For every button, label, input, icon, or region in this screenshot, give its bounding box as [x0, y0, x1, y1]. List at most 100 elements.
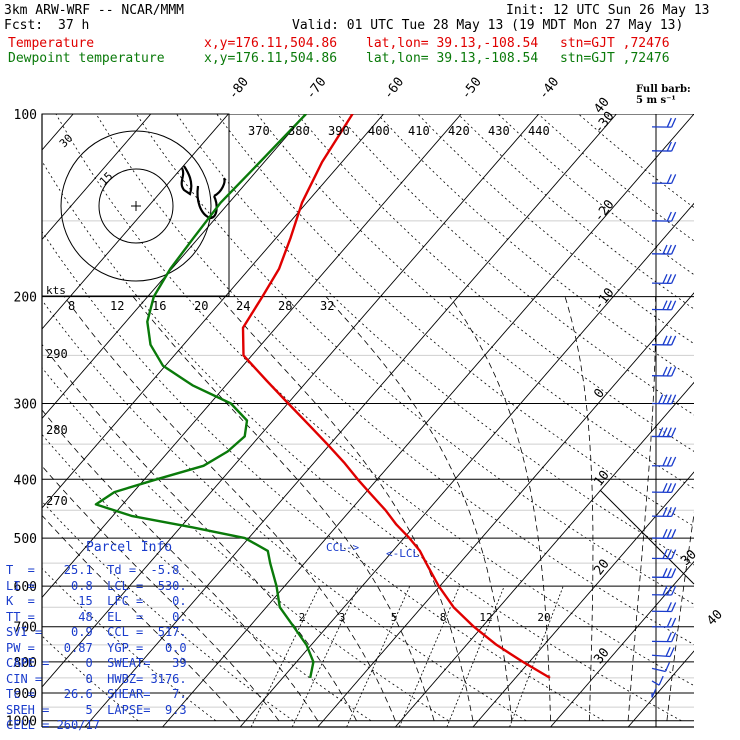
- mixing-ratio-label: 12: [479, 611, 492, 624]
- isotherm-label: 0: [591, 386, 608, 401]
- parcel-info-row: T = 25.1 Td = -5.8: [6, 563, 180, 577]
- pressure-tick-label: 500: [14, 532, 37, 547]
- moist-adiabat: [42, 343, 357, 721]
- moist-adiabat: [218, 296, 474, 721]
- isotherm-label: -10: [591, 285, 617, 313]
- mixing-ratio-line: [398, 585, 460, 727]
- isotherm-label: 40: [704, 607, 726, 629]
- wind-barb: [651, 528, 677, 539]
- wind-barb: [651, 646, 675, 658]
- full-barb-units: 5 m s⁻¹: [636, 95, 676, 106]
- hodograph-units: kts: [46, 284, 66, 297]
- forecast-hours: 37 h: [58, 18, 90, 33]
- skew-boundary: [599, 489, 695, 585]
- isotherm-label: -40: [536, 75, 562, 103]
- isotherm-line: [84, 114, 617, 727]
- wind-barb: [651, 335, 677, 346]
- moist-adiabat: [42, 514, 241, 721]
- sounding-profiles: [94, 114, 551, 679]
- isotherm-label: 10: [591, 468, 612, 490]
- dewpoint-latlon: lat,lon= 39.13,-108.54: [366, 51, 539, 66]
- hodograph-ring-label: 30: [57, 132, 76, 151]
- moist-adiabat: [42, 409, 319, 721]
- wind-barb: [651, 366, 677, 377]
- isotherm-line: [627, 650, 694, 727]
- mixing-ratio-line: [446, 585, 505, 727]
- hodograph-speed-label: 20: [194, 299, 208, 313]
- moist-adiabat: [325, 296, 513, 721]
- dry-adiabat: [296, 114, 694, 452]
- hodograph-speed-label: 8: [68, 299, 75, 313]
- theta-label: 430: [488, 124, 510, 138]
- valid-time: Valid: 01 UTC Tue 28 May 13 (19 MDT Mon …: [292, 18, 684, 33]
- isotherm-label: 30: [591, 645, 612, 667]
- pressure-tick-label: 300: [14, 397, 37, 412]
- wind-barb: [651, 211, 677, 222]
- hodograph-trace: [180, 165, 226, 220]
- isotherm-line: [42, 114, 462, 599]
- pressure-tick-label: 800: [14, 656, 37, 671]
- temperature-station: stn=GJT ,72476: [560, 36, 670, 51]
- theta-label: 390: [328, 124, 350, 138]
- wind-barb: [651, 300, 677, 311]
- wind-barb: [651, 427, 677, 438]
- parcel-info-row: PW = 0.87 YGP = 0.0: [6, 640, 187, 655]
- init-time: Init: 12 UTC Sun 26 May 13: [506, 3, 710, 18]
- hodograph-speed-label: 32: [320, 299, 334, 313]
- mixing-ratio-line: [509, 585, 564, 727]
- wind-barb: [651, 506, 677, 518]
- full-barb-label: Full barb:: [636, 84, 691, 95]
- wind-barb: [651, 568, 677, 579]
- theta-label: 380: [288, 124, 310, 138]
- isotherm-line: [162, 114, 694, 727]
- isotherm-line: [706, 114, 740, 727]
- isotherm-label: -70: [303, 75, 329, 103]
- dewpoint-profile: [94, 114, 315, 679]
- ccl-label: CCL->: [326, 541, 359, 554]
- hodograph-speed-label: 16: [152, 299, 166, 313]
- dry-adiabat: [42, 230, 604, 722]
- parcel-info-row: SVI = 0.9 CCL = 517.: [6, 625, 187, 639]
- moist-adiabat: [666, 511, 694, 721]
- mixing-ratio-label: 5: [391, 611, 398, 624]
- dry-adiabat: [176, 114, 694, 566]
- dewpoint-legend: Dewpoint temperature: [8, 51, 165, 66]
- hodograph-ring: [60, 130, 212, 282]
- temperature-xy: x,y=176.11,504.86: [204, 36, 338, 51]
- parcel-info-row: CAPE = 0 SWEAT= 39: [6, 656, 187, 670]
- wind-barb: [651, 662, 671, 673]
- mixing-ratio-label: 2: [299, 611, 306, 624]
- wind-barbs: [651, 117, 677, 698]
- pressure-tick-label: 1000: [6, 715, 37, 730]
- wind-barb: [651, 117, 677, 128]
- pressure-tick-label: 600: [14, 580, 37, 595]
- theta-label: 410: [408, 124, 430, 138]
- pressure-tick-label: 400: [14, 473, 37, 488]
- wind-barb: [651, 549, 677, 560]
- wind-barb: [651, 244, 677, 255]
- forecast-label: Fcst:: [4, 18, 44, 33]
- pressure-tick-label: 900: [14, 687, 37, 702]
- wind-barb: [651, 688, 657, 698]
- moist-adiabat: [132, 296, 435, 721]
- moist-adiabat: [63, 296, 396, 721]
- wind-barb: [651, 585, 677, 596]
- hodograph-speed-label: 24: [236, 299, 250, 313]
- mixing-ratio-label: 3: [339, 611, 346, 624]
- parcel-info-row: CELL = 260/17: [6, 718, 100, 732]
- parcel-info-row: CIN = 0 HWBZ= 3176.: [6, 671, 187, 686]
- wind-barb: [651, 602, 677, 613]
- isotherm-label: 30: [678, 547, 700, 569]
- temperature-legend: Temperature: [8, 36, 95, 51]
- dry-adiabat: [417, 114, 694, 345]
- temperature-latlon: lat,lon= 39.13,-108.54: [366, 36, 539, 51]
- isotherm-label: -80: [226, 75, 252, 103]
- isotherm-line: [42, 114, 384, 509]
- dry-adiabat: [42, 500, 294, 722]
- theta-label: 370: [248, 124, 270, 138]
- pressure-tick-label: 200: [14, 291, 37, 306]
- wind-barb: [651, 456, 677, 467]
- dry-adiabat: [42, 160, 682, 722]
